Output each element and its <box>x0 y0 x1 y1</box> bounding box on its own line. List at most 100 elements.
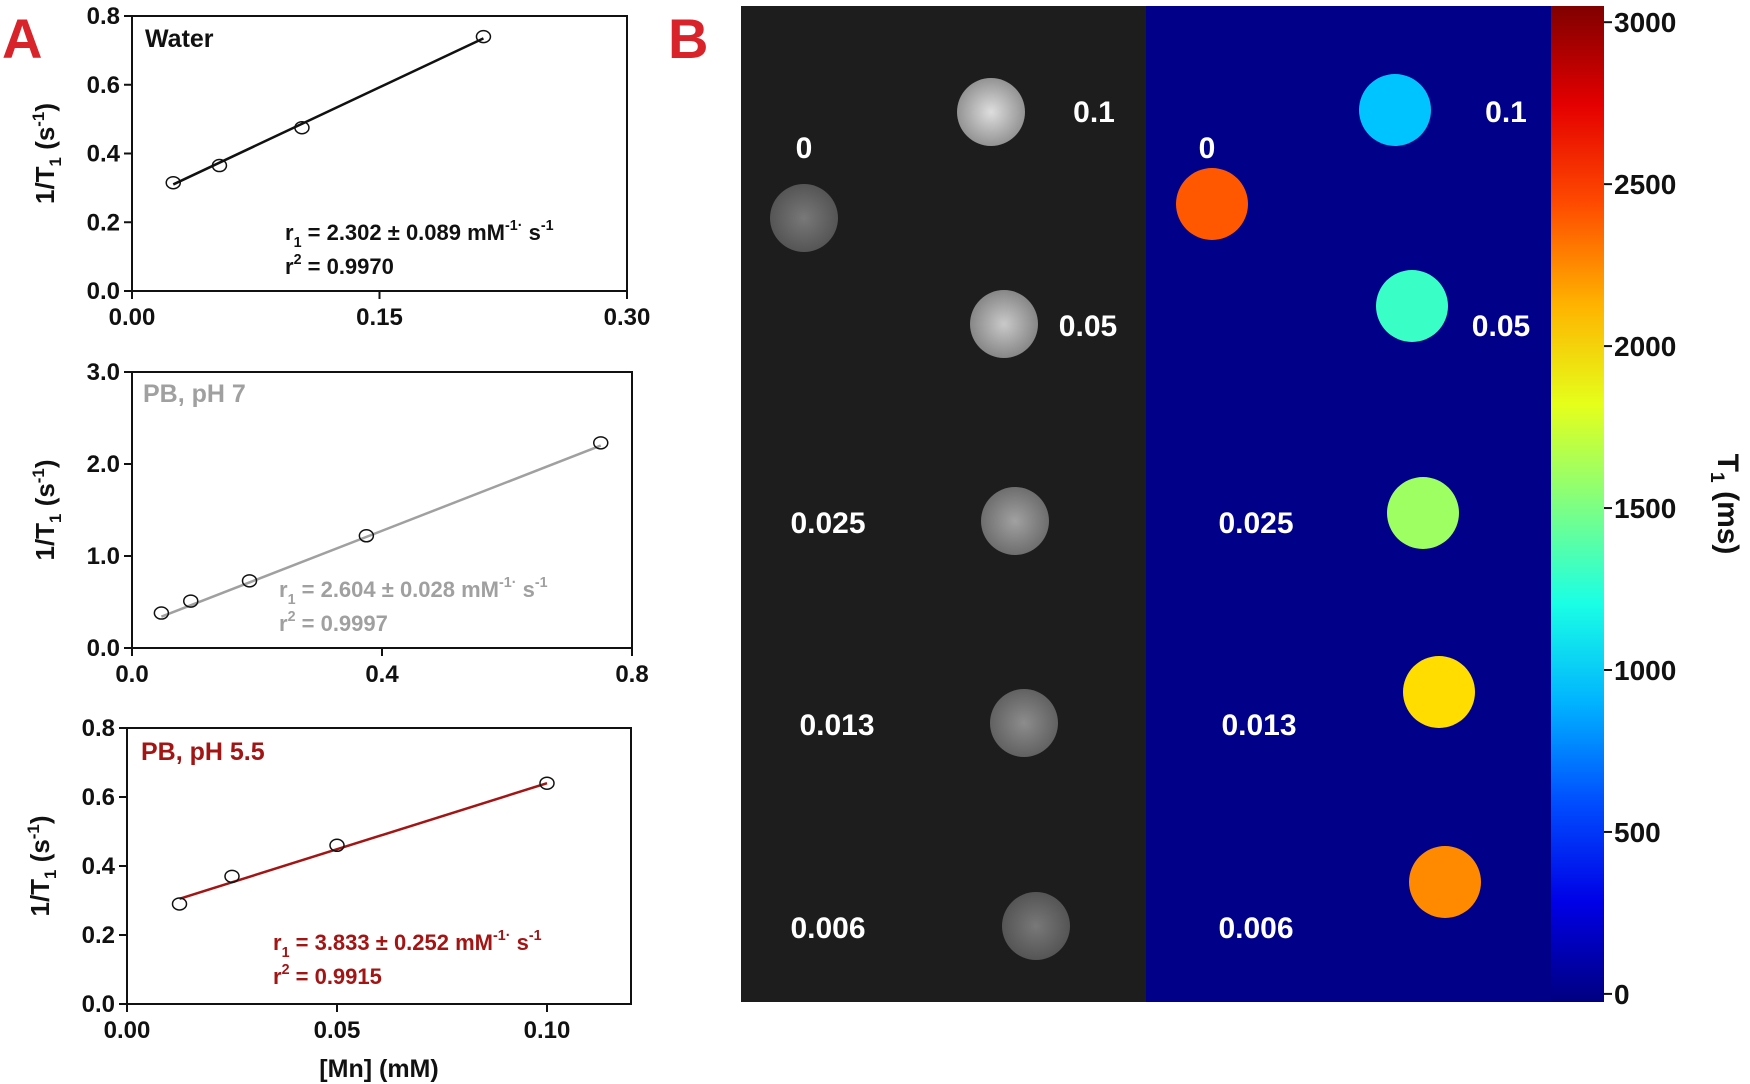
annotation-part: 1 <box>282 945 290 961</box>
y-tick-label: 0.8 <box>82 715 115 742</box>
data-point <box>241 574 258 588</box>
y-axis-label-part: 1/T <box>30 166 60 204</box>
annotation-part: = 0.9915 <box>290 964 382 989</box>
plot-frame <box>131 371 633 649</box>
colorbar-tick-label: 2500 <box>1614 169 1676 200</box>
annotation-part: -1· <box>493 928 510 944</box>
colorbar-tick-label: 1000 <box>1614 655 1676 686</box>
plot-frame <box>126 727 632 1005</box>
x-tick-label: 0.30 <box>604 304 651 331</box>
sample-circle <box>770 184 838 252</box>
annotation-part: s <box>516 577 534 602</box>
colorbar-label-part: (ms) <box>1711 483 1744 555</box>
colorbar-tick-label: 2000 <box>1614 331 1676 362</box>
colorbar-tick-label: 0 <box>1614 979 1630 1010</box>
x-tick-label: 0.8 <box>615 661 648 688</box>
sample-label: 0.013 <box>799 709 874 742</box>
annotation-part: s <box>522 220 540 245</box>
sample-label: 0.025 <box>1218 507 1293 540</box>
annotation-part: -1· <box>505 218 522 234</box>
data-point <box>183 594 199 608</box>
data-point <box>539 776 555 790</box>
annotation-part: -1 <box>541 218 554 234</box>
sample-circle <box>1002 892 1070 960</box>
sample-label: 0.1 <box>1073 96 1115 129</box>
annotation-part: = 2.604 ± 0.028 mM <box>296 577 499 602</box>
y-axis-label-part: 1/T <box>30 523 60 561</box>
data-point <box>165 175 181 190</box>
data-point <box>294 120 310 135</box>
sample-label: 0 <box>796 132 813 165</box>
y-axis-label-part: 1 <box>41 870 60 879</box>
y-tick-label: 0.6 <box>82 784 115 811</box>
annotation-part: 1 <box>294 235 302 251</box>
annotation-part: r <box>273 964 282 989</box>
colorbar <box>1551 6 1604 1002</box>
panel-label: B <box>668 7 708 70</box>
t1-sample <box>1359 74 1431 146</box>
y-axis-label-part: ) <box>30 459 60 468</box>
data-point <box>224 869 240 884</box>
sample-circle <box>970 290 1038 358</box>
data-point <box>358 529 375 543</box>
annotation: r2 = 0.9970 <box>285 252 394 279</box>
chart-title: PB, pH 7 <box>143 380 246 408</box>
sample-label: 0.013 <box>1221 709 1296 742</box>
data-point <box>211 158 228 173</box>
annotation-part: 2 <box>294 252 302 268</box>
y-tick-label: 0.2 <box>82 922 115 949</box>
fit-line <box>172 37 484 186</box>
colorbar-label-part: 1 <box>1706 472 1728 483</box>
y-axis-label: 1/T1 (s-1) <box>29 103 65 204</box>
y-axis-label-part: (s <box>25 839 55 869</box>
annotation-part: -1 <box>529 928 542 944</box>
sample-label: 0.05 <box>1472 310 1530 343</box>
y-tick-label: 3.0 <box>87 359 120 386</box>
x-axis-label: [Mn] (mM) <box>319 1055 438 1083</box>
sample-label: 0.1 <box>1485 96 1527 129</box>
t1-sample <box>1176 168 1248 240</box>
data-point <box>171 897 188 911</box>
y-tick-label: 0.0 <box>87 278 120 305</box>
annotation: r1 = 2.302 ± 0.089 mM-1· s-1 <box>285 218 554 251</box>
sample-label: 0.006 <box>1218 912 1293 945</box>
y-axis-label-part: 1/T <box>25 879 55 917</box>
y-tick-label: 0.4 <box>82 853 116 880</box>
x-tick-label: 0.00 <box>104 1017 151 1044</box>
sample-label: 0.006 <box>790 912 865 945</box>
x-tick-label: 0.4 <box>365 661 399 688</box>
y-axis-label-part: ) <box>30 103 60 112</box>
colorbar-tick-label: 1500 <box>1614 493 1676 524</box>
chart-title: Water <box>145 25 214 53</box>
y-axis-label-part: 1 <box>46 157 65 166</box>
y-tick-label: 1.0 <box>87 543 120 570</box>
colorbar-tick-label: 3000 <box>1614 7 1676 38</box>
chart-title: PB, pH 5.5 <box>141 738 265 766</box>
t1-sample <box>1403 656 1475 728</box>
fit-line <box>179 782 548 900</box>
x-tick-label: 0.0 <box>115 661 148 688</box>
sample-label: 0.025 <box>790 507 865 540</box>
y-axis-label-part: (s <box>30 127 60 157</box>
annotation: r1 = 3.833 ± 0.252 mM-1· s-1 <box>273 928 542 961</box>
y-axis-label-part: -1 <box>29 468 48 483</box>
y-tick-label: 0.0 <box>87 635 120 662</box>
colorbar-label-part: T <box>1711 454 1744 472</box>
t1-sample <box>1387 477 1459 549</box>
annotation-part: s <box>510 930 528 955</box>
annotation: r2 = 0.9915 <box>273 962 382 989</box>
mri-image <box>741 6 1146 1002</box>
data-point <box>153 606 170 620</box>
annotation-part: r <box>279 611 288 636</box>
annotation-part: = 0.9997 <box>296 611 388 636</box>
data-point <box>329 838 345 853</box>
panel-label: A <box>2 7 42 70</box>
annotation-part: -1 <box>535 575 548 591</box>
t1-sample <box>1409 846 1481 918</box>
annotation-part: 1 <box>288 592 296 608</box>
sample-label: 0 <box>1199 132 1216 165</box>
y-axis-label-part: 1 <box>46 514 65 523</box>
sample-circle <box>957 78 1025 146</box>
x-tick-label: 0.00 <box>109 304 156 331</box>
